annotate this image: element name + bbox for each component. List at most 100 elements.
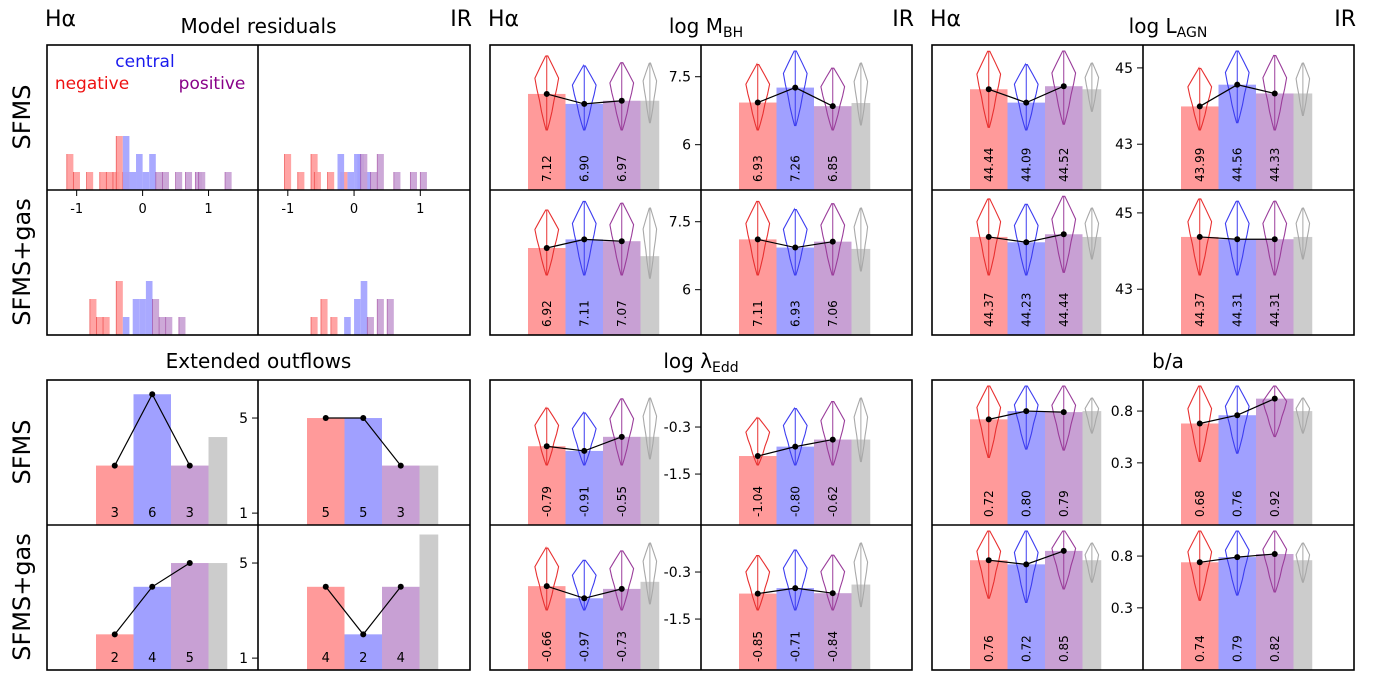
bar-gray <box>640 256 660 335</box>
bar-value-label: -0.55 <box>615 486 629 517</box>
bar-value-label: 7.26 <box>788 155 802 182</box>
violin-central <box>782 50 808 127</box>
median-point <box>543 443 550 450</box>
bar-gray <box>208 437 228 525</box>
column-header-ir: IR <box>450 7 472 32</box>
median-point <box>1196 103 1203 110</box>
median-point <box>1196 420 1203 427</box>
hist-bar-neg <box>86 172 94 190</box>
bar-value-label: 44.31 <box>1230 293 1244 327</box>
bar-value-label: 43.99 <box>1193 148 1207 182</box>
y-tick-label: 7.5 <box>669 70 691 86</box>
panel-title: log MBH <box>669 14 743 41</box>
violin-negative <box>534 209 560 276</box>
violin-positive <box>1262 385 1288 438</box>
bar-value-label: 0.68 <box>1193 490 1207 517</box>
y-tick-label: 45 <box>1115 61 1133 77</box>
x-tick-label: 1 <box>416 202 424 217</box>
violin-negative <box>1187 530 1213 601</box>
hist-bar-pos <box>162 172 169 190</box>
median-point <box>543 90 550 97</box>
bar-positive <box>382 586 420 670</box>
count-point <box>360 631 367 638</box>
median-point <box>1023 239 1030 246</box>
violin-negative <box>976 50 1002 128</box>
bar-gray <box>1293 93 1313 190</box>
count-point <box>397 583 404 590</box>
x-tick-label: -1 <box>281 202 294 217</box>
violin-central <box>1224 530 1250 596</box>
hist-bar-pos <box>377 154 384 190</box>
count-point <box>322 415 329 422</box>
column-header-ha: Hα <box>930 7 961 32</box>
panel-title: Extended outflows <box>166 349 352 373</box>
bar-value-label: 0.79 <box>1230 635 1244 662</box>
x-tick-label: 0 <box>350 202 358 217</box>
bar-value-label: 44.09 <box>1019 148 1033 182</box>
median-point <box>581 236 588 243</box>
bar-gray <box>419 534 439 670</box>
median-point <box>829 238 836 245</box>
median-point <box>985 557 992 564</box>
median-point <box>1023 99 1030 106</box>
hist-bar-cen <box>122 317 130 335</box>
count-point <box>186 462 193 469</box>
median-point <box>792 585 799 592</box>
violin-gray <box>1084 62 1100 112</box>
hist-bar-cen <box>142 172 150 190</box>
bar-gray <box>851 584 871 670</box>
y-tick-label: 0.3 <box>1111 601 1133 617</box>
bar-central <box>344 418 382 525</box>
hist-bar-pos <box>225 172 232 190</box>
hist-bar-neg <box>327 172 335 190</box>
y-tick-label: 43 <box>1115 282 1133 298</box>
y-tick-label: 1 <box>239 506 248 522</box>
bar-value-label: 5 <box>186 651 194 666</box>
median-point <box>1023 408 1030 415</box>
column-header-ir: IR <box>892 7 914 32</box>
hist-bar-pos <box>165 317 173 335</box>
hist-bar-cen <box>139 299 146 335</box>
bar-central <box>133 586 171 670</box>
bar-gray <box>1082 89 1102 190</box>
bar-value-label: 6.93 <box>751 155 765 182</box>
y-tick-label: 0.3 <box>1111 456 1133 472</box>
bar-negative <box>96 465 134 525</box>
bar-value-label: 44.31 <box>1268 293 1282 327</box>
median-point <box>1196 233 1203 240</box>
median-point <box>792 84 799 91</box>
hist-bar-pos <box>178 317 186 335</box>
median-point <box>754 453 761 460</box>
bar-value-label: 0.76 <box>982 635 996 662</box>
bar-value-label: 3 <box>186 506 194 521</box>
median-point <box>985 416 992 423</box>
bar-gray <box>851 103 871 190</box>
hist-bar-pos <box>370 172 378 190</box>
bar-gray <box>1082 560 1102 670</box>
bar-negative <box>307 586 345 670</box>
count-point <box>322 583 329 590</box>
bar-value-label: 6.93 <box>788 300 802 327</box>
count-point <box>111 462 118 469</box>
median-point <box>1234 554 1241 561</box>
hist-bar-pos <box>377 299 384 335</box>
median-point <box>1060 231 1067 238</box>
median-point <box>1271 90 1278 97</box>
count-point <box>397 462 404 469</box>
median-point <box>829 436 836 443</box>
bar-value-label: 5 <box>322 506 330 521</box>
median-point <box>543 583 550 590</box>
hist-bar-pos <box>367 317 374 335</box>
hist-bar-neg <box>284 154 292 190</box>
violin-positive <box>1051 195 1077 273</box>
median-point <box>792 244 799 251</box>
bar-value-label: 2 <box>111 651 119 666</box>
bar-value-label: -0.85 <box>751 631 765 662</box>
bar-value-label: -0.80 <box>788 486 802 517</box>
bar-gray <box>208 563 228 670</box>
bar-value-label: -0.73 <box>615 631 629 662</box>
bar-value-label: 44.37 <box>982 293 996 327</box>
bar-value-label: 44.37 <box>1193 293 1207 327</box>
median-point <box>543 245 550 251</box>
bar-value-label: 44.44 <box>1057 293 1071 327</box>
